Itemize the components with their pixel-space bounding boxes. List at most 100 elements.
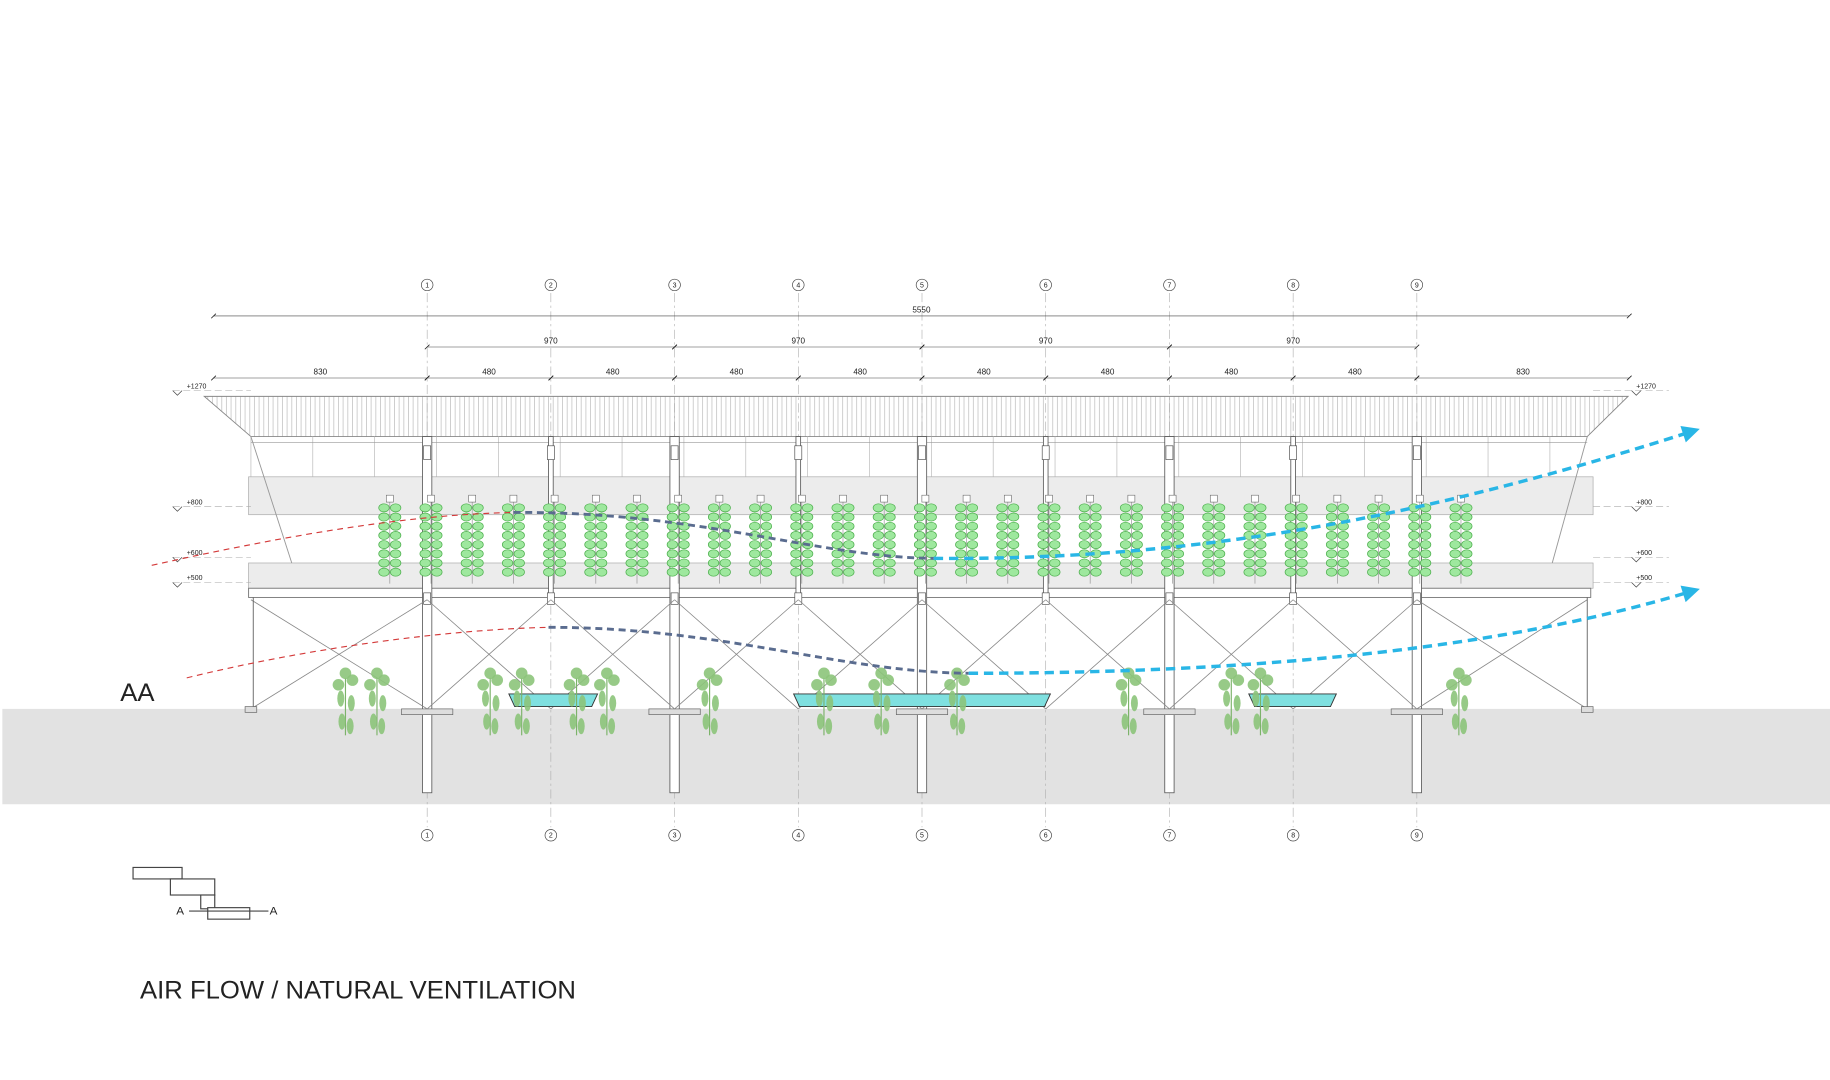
plant-leaf bbox=[347, 695, 355, 712]
leaf bbox=[1214, 567, 1226, 577]
tower-cap bbox=[1251, 494, 1259, 503]
grid-bubble bbox=[1039, 278, 1052, 292]
leaf bbox=[1325, 558, 1338, 568]
leaf bbox=[472, 512, 484, 522]
leaf bbox=[1296, 558, 1308, 568]
leaf bbox=[790, 567, 802, 577]
ground-plant bbox=[508, 667, 535, 736]
plant-leaf bbox=[508, 679, 521, 691]
plant-leaf bbox=[569, 713, 577, 730]
plant-leaf bbox=[1446, 679, 1458, 691]
leaf bbox=[760, 549, 773, 559]
leaf bbox=[884, 512, 896, 522]
leaf bbox=[872, 540, 884, 549]
leaf bbox=[1037, 540, 1049, 549]
leaf bbox=[1049, 567, 1061, 577]
leaf bbox=[1049, 521, 1061, 531]
leaf bbox=[1408, 521, 1420, 531]
leaf bbox=[996, 540, 1008, 549]
grid-bubble bbox=[1410, 829, 1424, 842]
leaf bbox=[760, 512, 773, 522]
level-label: +1270 bbox=[1636, 383, 1656, 390]
leaf bbox=[1161, 512, 1173, 522]
ground-plant bbox=[364, 667, 390, 736]
leaf bbox=[966, 540, 979, 549]
leaf bbox=[625, 567, 637, 577]
level-label: +600 bbox=[1636, 550, 1652, 557]
leaf bbox=[1161, 521, 1173, 531]
leaf bbox=[666, 558, 678, 568]
plant-leaf bbox=[484, 667, 497, 680]
grid-axis-label: 1 bbox=[425, 833, 429, 840]
dimension-tick bbox=[1166, 344, 1173, 350]
level-label: +800 bbox=[1636, 499, 1652, 506]
leaf bbox=[378, 567, 390, 577]
leaf bbox=[1337, 503, 1349, 513]
key-plan bbox=[132, 866, 269, 920]
leaf bbox=[543, 540, 555, 549]
ground-plant bbox=[811, 667, 837, 736]
leaf bbox=[996, 503, 1008, 513]
leaf bbox=[1378, 549, 1391, 559]
leaf bbox=[749, 549, 761, 559]
leaf bbox=[1243, 521, 1255, 531]
leaf bbox=[584, 521, 596, 531]
leaf bbox=[1119, 558, 1132, 568]
plant-leaf bbox=[1232, 718, 1240, 735]
leaf bbox=[1131, 540, 1143, 549]
leaf bbox=[1119, 521, 1132, 531]
leaf bbox=[1172, 521, 1185, 531]
grid-bubble bbox=[1286, 829, 1300, 842]
leaf bbox=[1090, 540, 1102, 549]
plant-leaf bbox=[1254, 667, 1267, 680]
leaf bbox=[884, 558, 896, 568]
leaf bbox=[872, 531, 884, 540]
leaf bbox=[460, 531, 472, 540]
tower-cap bbox=[468, 494, 476, 503]
leaf bbox=[1131, 558, 1143, 568]
leaf bbox=[378, 540, 390, 549]
leaf bbox=[625, 540, 637, 549]
leaf bbox=[1420, 540, 1432, 549]
leaf bbox=[1378, 540, 1391, 549]
leaf bbox=[955, 512, 967, 522]
leaf bbox=[831, 512, 843, 522]
leaf bbox=[431, 549, 443, 559]
grid-axis-label: 5 bbox=[920, 833, 924, 840]
leaf bbox=[1049, 512, 1061, 522]
plant-leaf bbox=[948, 690, 956, 707]
leaf bbox=[1078, 567, 1090, 577]
dimension-tick bbox=[1414, 344, 1420, 350]
leaf bbox=[1296, 512, 1308, 522]
leaf bbox=[1131, 531, 1143, 540]
grid-axis-label: 9 bbox=[1415, 833, 1419, 840]
leaf bbox=[1049, 531, 1061, 540]
leaf bbox=[678, 567, 690, 577]
leaf bbox=[390, 521, 402, 531]
leaf bbox=[1325, 540, 1338, 549]
plant-leaf bbox=[1461, 695, 1469, 712]
leaf bbox=[1325, 531, 1338, 540]
grid-axis-label: 8 bbox=[1291, 282, 1295, 289]
leaf bbox=[1255, 540, 1267, 549]
plant-leaf bbox=[1225, 667, 1238, 680]
grid-axis-label: 4 bbox=[796, 282, 800, 289]
leaf bbox=[472, 531, 484, 540]
leaf bbox=[554, 558, 567, 568]
dimension-label: 480 bbox=[730, 368, 744, 377]
leaf bbox=[1008, 567, 1020, 577]
plant-leaf bbox=[524, 695, 532, 712]
leaf bbox=[637, 503, 649, 513]
leaf bbox=[1037, 521, 1049, 531]
dimension-tick bbox=[424, 344, 430, 350]
leaf bbox=[1337, 558, 1349, 568]
leaf bbox=[1461, 549, 1473, 559]
leaf bbox=[1008, 558, 1020, 568]
grid-bubble bbox=[915, 829, 929, 842]
plant-tower bbox=[707, 494, 731, 584]
leaf bbox=[1408, 540, 1420, 549]
plant-leaf bbox=[332, 679, 345, 691]
leaf bbox=[1378, 503, 1391, 513]
plant-leaf bbox=[515, 667, 528, 680]
